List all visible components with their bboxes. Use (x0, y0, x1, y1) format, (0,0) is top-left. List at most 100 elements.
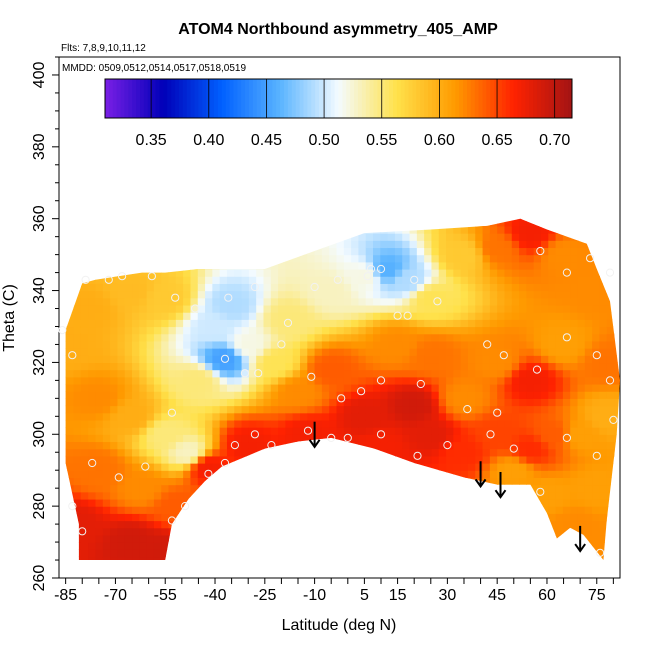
heat-cell (226, 319, 235, 328)
heat-cell (453, 304, 462, 313)
heat-cell (504, 254, 513, 263)
heat-cell (336, 427, 345, 435)
heat-cell (446, 376, 454, 385)
heat-cell (321, 319, 330, 328)
heat-cell (453, 441, 462, 450)
heat-cell (139, 412, 148, 421)
heat-cell (497, 412, 506, 421)
heat-cell (175, 498, 184, 507)
heat-cell (438, 268, 447, 277)
heat-cell (380, 283, 389, 292)
heat-cell (117, 506, 126, 514)
heat-cell (300, 398, 308, 407)
heat-cell (117, 542, 126, 550)
heat-cell (541, 470, 549, 478)
heat-cell (278, 391, 286, 399)
heat-cell (212, 398, 221, 407)
heat-cell (88, 484, 97, 493)
heat-cell (183, 470, 192, 478)
heat-cell (197, 427, 206, 435)
heat-cell (394, 254, 403, 263)
heat-cell (153, 369, 162, 378)
heat-cell (124, 419, 133, 428)
heat-cell (65, 333, 67, 342)
heat-cell (226, 448, 235, 457)
heat-cell (394, 427, 403, 435)
heat-cell (110, 427, 119, 435)
heat-cell (256, 376, 265, 385)
heat-cell (80, 398, 89, 407)
heat-cell (460, 441, 469, 450)
heat-cell (256, 283, 265, 292)
heat-cell (365, 312, 374, 320)
heat-cell (519, 348, 527, 356)
heat-cell (519, 240, 527, 249)
heat-cell (373, 276, 381, 284)
heat-cell (511, 218, 520, 227)
heat-cell (168, 391, 177, 399)
heat-cell (117, 398, 126, 407)
heat-cell (117, 470, 126, 478)
heat-cell (300, 261, 308, 270)
heat-cell (373, 312, 381, 320)
heat-cell (110, 542, 119, 550)
heat-cell (161, 276, 170, 284)
heat-cell (402, 333, 411, 342)
heat-cell (402, 434, 411, 443)
heat-cell (351, 369, 360, 378)
heat-cell (460, 348, 469, 356)
heat-cell (467, 297, 476, 306)
heat-cell (519, 326, 527, 335)
heat-cell (139, 326, 148, 335)
heat-cell (263, 405, 272, 414)
heat-cell (95, 304, 104, 313)
heat-cell (482, 434, 491, 443)
heat-cell (402, 304, 411, 313)
heat-cell (205, 441, 213, 450)
heat-cell (373, 268, 381, 277)
heat-cell (541, 247, 549, 256)
heat-cell (519, 369, 527, 378)
heat-cell (460, 261, 469, 270)
heat-cell (161, 506, 170, 514)
heat-cell (409, 319, 418, 328)
heat-cell (438, 391, 447, 399)
heat-cell (132, 383, 140, 392)
heat-cell (241, 333, 250, 342)
heat-cell (489, 441, 498, 450)
heat-cell (358, 304, 367, 313)
heat-cell (175, 383, 184, 392)
heat-cell (548, 362, 557, 371)
heat-cell (467, 455, 476, 464)
heat-cell (256, 319, 265, 328)
heat-cell (146, 491, 155, 500)
heat-cell (438, 369, 447, 378)
heat-cell (467, 391, 476, 399)
heat-cell (446, 319, 454, 328)
heat-cell (248, 268, 257, 277)
heat-cell (300, 312, 308, 320)
heat-cell (329, 419, 338, 428)
heat-cell (504, 455, 513, 464)
heat-cell (373, 290, 381, 299)
heat-cell (351, 412, 360, 421)
heat-cell (65, 376, 67, 385)
heat-cell (373, 434, 381, 443)
heat-cell (555, 448, 564, 457)
heat-cell (139, 312, 148, 320)
heat-cell (278, 376, 286, 385)
heat-cell (343, 376, 352, 385)
heat-cell (431, 412, 440, 421)
heat-cell (65, 391, 67, 399)
heat-cell (117, 491, 126, 500)
heat-cell (387, 391, 396, 399)
heat-cell (139, 297, 148, 306)
heat-cell (168, 290, 177, 299)
heat-cell (124, 448, 133, 457)
heat-cell (88, 527, 97, 536)
heat-cell (146, 355, 155, 364)
heat-cell (475, 383, 484, 392)
heat-cell (80, 477, 89, 486)
heat-cell (168, 484, 177, 493)
heat-cell (168, 463, 177, 471)
